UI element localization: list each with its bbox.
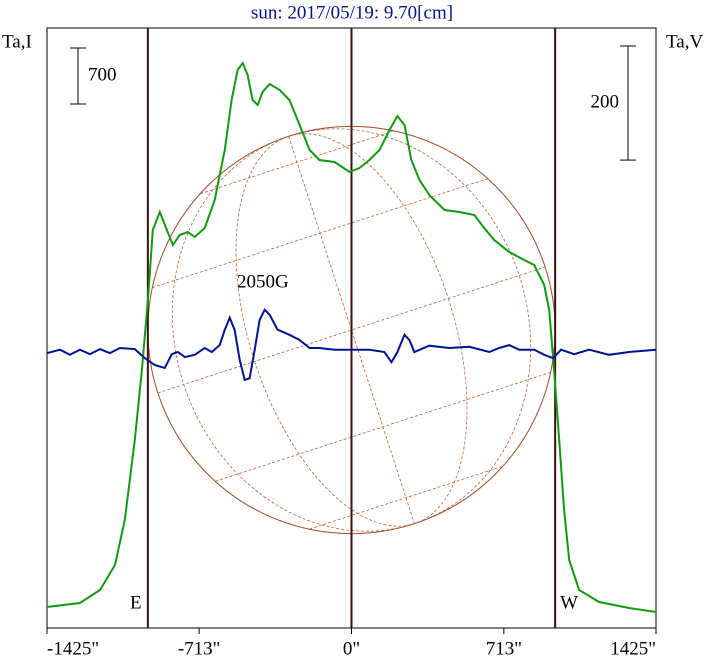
x-tick-label: 713" — [486, 638, 522, 659]
series-line — [46, 60, 657, 613]
chart-title: sun: 2017/05/19: 9.70[cm] — [251, 2, 453, 23]
x-tick-label: -1425" — [47, 638, 99, 659]
parallel — [157, 266, 546, 394]
scale-bar-label: 700 — [88, 64, 117, 85]
x-tick-label: 0" — [343, 638, 360, 659]
parallel — [309, 465, 503, 530]
x-tick-label: 1425" — [610, 638, 656, 659]
y2-axis-label: Ta,V — [666, 31, 703, 52]
limb-label: E — [130, 592, 142, 613]
annotation: 2050G — [237, 271, 289, 292]
y-axis-label: Ta,I — [2, 31, 32, 52]
limb-label: W — [560, 592, 578, 613]
x-tick-label: -713" — [178, 638, 221, 659]
parallel — [200, 130, 394, 195]
scale-bar-label: 200 — [591, 91, 620, 112]
meridian — [288, 136, 415, 524]
parallel — [215, 371, 551, 482]
parallel — [152, 178, 488, 289]
series-line — [46, 307, 657, 382]
